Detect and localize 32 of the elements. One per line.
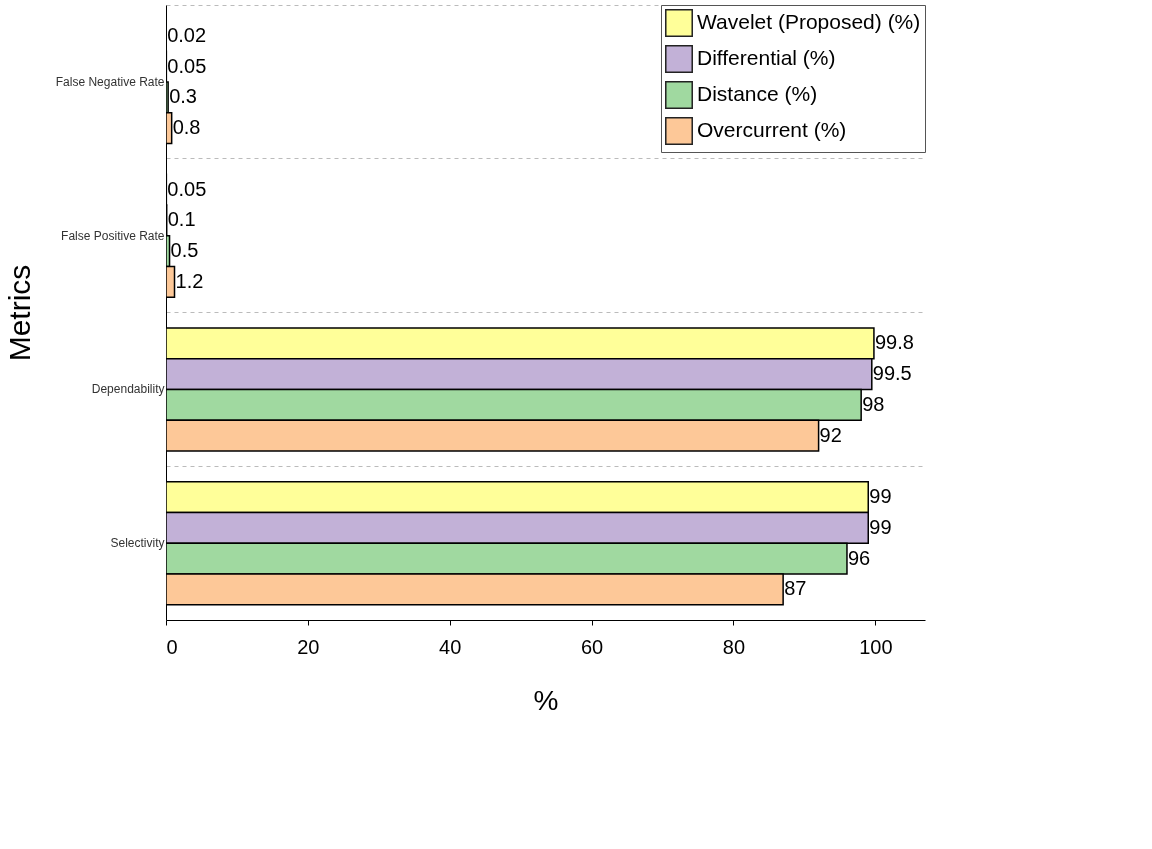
y-axis-title: Metrics <box>2 264 36 362</box>
data-label: 0.05 <box>167 177 207 200</box>
y-tick-label: Selectivity <box>110 536 165 551</box>
data-label: 92 <box>819 423 842 446</box>
data-label: 0.1 <box>167 208 196 231</box>
legend-label: Wavelet (Proposed) (%) <box>697 10 921 33</box>
x-tick-label: 60 <box>580 635 604 658</box>
x-tick-label: 80 <box>722 635 746 658</box>
data-label: 0.3 <box>169 85 197 108</box>
data-label: 1.2 <box>175 269 204 292</box>
x-tick-label: 20 <box>297 635 320 658</box>
y-tick-label: Dependability <box>91 382 165 397</box>
data-label: 99 <box>869 515 892 538</box>
legend-label: Distance (%) <box>697 82 818 105</box>
data-label: 0.02 <box>167 23 207 46</box>
x-tick-label: 0 <box>166 635 178 658</box>
legend-label: Overcurrent (%) <box>697 118 847 141</box>
data-label: 99 <box>869 485 892 507</box>
data-label: 87 <box>784 577 807 600</box>
legend-label: Differential (%) <box>697 46 836 69</box>
data-label: 0.5 <box>170 239 199 261</box>
data-label: 99.5 <box>872 362 912 384</box>
data-label: 98 <box>862 392 885 415</box>
y-tick-label: False Positive Rate <box>61 228 165 243</box>
y-tick-label: False Negative Rate <box>55 74 165 89</box>
data-label: 99.8 <box>874 331 914 354</box>
data-label: 0.05 <box>167 54 207 77</box>
data-label: 96 <box>847 546 871 569</box>
data-label: 0.8 <box>172 116 201 138</box>
x-tick-label: 40 <box>439 635 462 658</box>
x-tick-label: 100 <box>859 635 893 658</box>
x-axis-title: % <box>533 684 559 716</box>
